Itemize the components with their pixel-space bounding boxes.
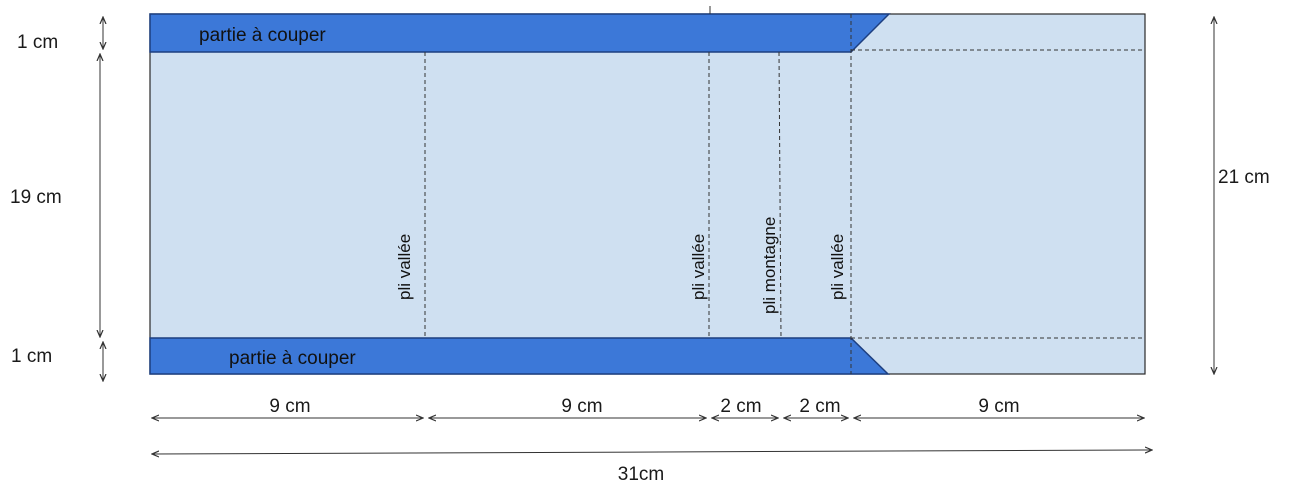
bottom-dim-label-3: 2 cm (720, 396, 761, 417)
left-dim-label-bottom: 1 cm (11, 346, 52, 367)
fold-label-1: pli vallée (395, 234, 414, 300)
left-dim-label-top: 1 cm (17, 32, 58, 53)
fold-label-4: pli vallée (828, 234, 847, 300)
total-dim-arrow (152, 450, 1152, 454)
total-dim-label: 31cm (618, 464, 664, 483)
bottom-dim-label-2: 9 cm (561, 396, 602, 417)
fold-label-3: pli montagne (760, 217, 779, 314)
bottom-cut-band (149, 337, 890, 375)
left-dim-label-middle: 19 cm (10, 187, 62, 208)
bottom-band-label: partie à couper (229, 348, 356, 369)
bottom-dim-label-5: 9 cm (978, 396, 1019, 417)
bottom-dim-label-4: 2 cm (799, 396, 840, 417)
fold-line-3 (778, 51, 782, 339)
fold-label-2: pli vallée (689, 234, 708, 300)
top-band-label: partie à couper (199, 25, 326, 46)
bottom-dim-label-1: 9 cm (269, 396, 310, 417)
right-dim-label: 21 cm (1218, 167, 1270, 188)
paper-sheet (149, 13, 1146, 375)
